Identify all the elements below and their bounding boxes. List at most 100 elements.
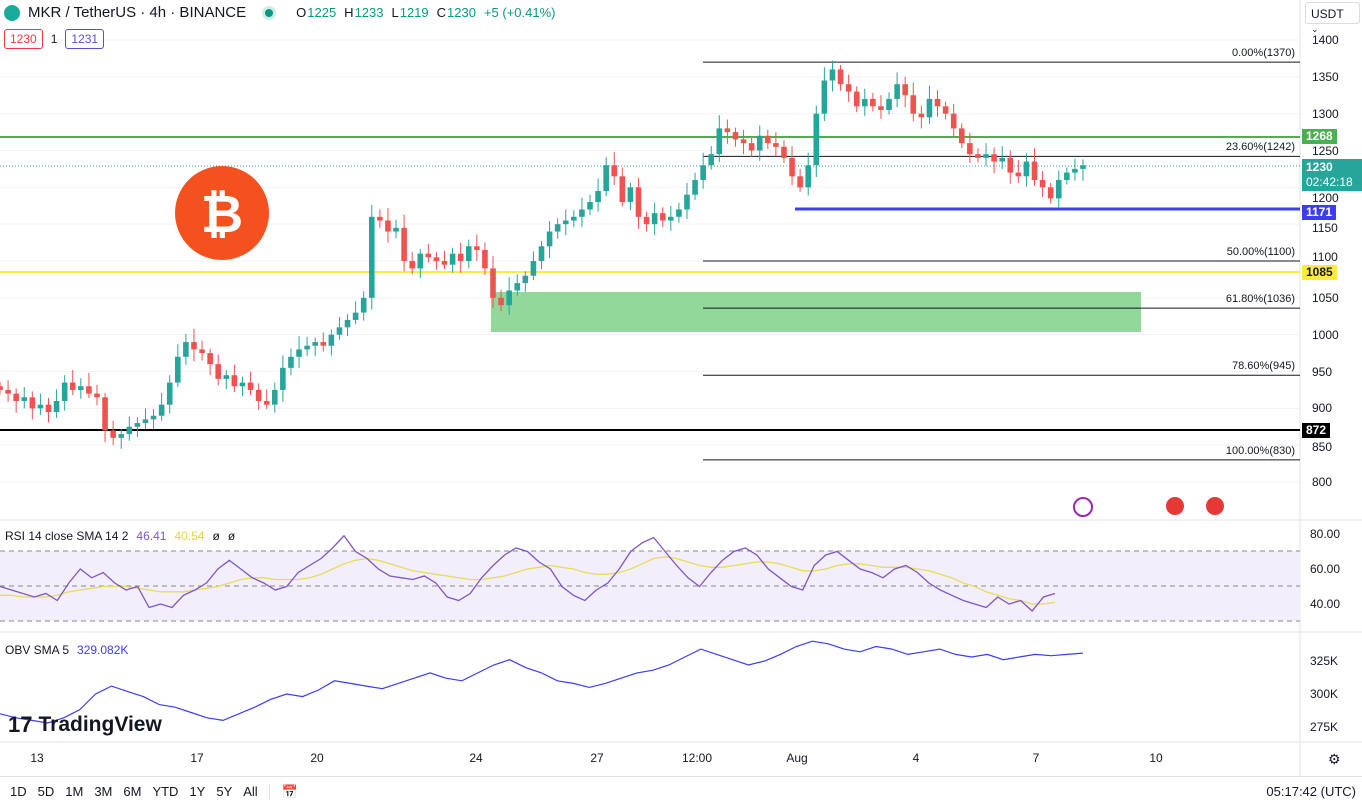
candle [942,106,949,114]
range-ytd[interactable]: YTD [152,784,179,799]
candle [821,80,828,114]
candle [934,98,941,107]
candle [13,393,19,401]
candle [207,353,213,365]
candle [37,404,44,409]
time-axis-label: 24 [469,751,483,765]
symbol-title[interactable]: MKR / TetherUS · 4h · BINANCE [28,4,247,21]
candle [926,98,933,118]
range-all[interactable]: All [243,784,258,799]
candle [983,154,989,158]
candle [1015,172,1022,177]
candle [441,261,448,265]
candle [86,386,92,394]
rsi-axis-40: 40.00 [1310,597,1341,611]
candle [304,345,310,350]
fib-label: 0.00%(1370) [1232,47,1295,60]
rsi-axis-80: 80.00 [1310,527,1341,541]
candle [29,397,36,409]
time-axis-label: 27 [590,751,604,765]
candle [506,290,512,306]
candle [352,312,359,320]
time-axis-label: 17 [190,751,204,765]
candle [94,393,100,398]
sell-button[interactable]: 1230 [4,29,43,49]
candle [853,91,860,107]
fib-label: 100.00%(830) [1225,444,1295,457]
candle [716,128,723,155]
candle [1031,161,1038,180]
candle [781,146,787,158]
candle [910,95,917,114]
range-5d[interactable]: 5D [37,784,55,799]
candle [918,113,925,118]
range-1m[interactable]: 1M [65,784,84,799]
obv-legend[interactable]: OBV SMA 5 329.082K [5,643,129,657]
candle [522,275,529,284]
range-1d[interactable]: 1D [10,784,27,799]
candle [45,404,52,413]
candle [328,334,335,346]
settings-gear-icon[interactable]: ⚙ [1328,751,1341,767]
candle [271,389,278,405]
candle [829,69,836,81]
goto-date-calendar-icon[interactable]: 📅 [268,784,298,800]
candle [991,154,997,162]
candle [1023,161,1030,177]
time-axis-label: Aug [786,751,808,765]
candle [603,165,609,192]
candle [732,132,739,140]
price-axis-label: 1200 [1312,191,1339,205]
candle [813,113,820,166]
candle [191,342,197,350]
price-axis-label: 800 [1312,475,1333,490]
candle [740,139,747,144]
time-axis-label: 12:00 [681,751,713,765]
current-price-tag: 1230 02:42:18 [1302,159,1362,191]
range-6m[interactable]: 6M [123,784,142,799]
rsi-legend[interactable]: RSI 14 close SMA 14 2 46.41 40.54 ø ø [5,529,236,543]
obv-axis-325k: 325K [1310,654,1339,668]
candle [651,213,658,225]
candle [546,231,553,247]
candle [1039,179,1046,188]
clock[interactable]: 05:17:42 (UTC) [1266,784,1356,799]
candle [1080,165,1086,169]
candle [886,98,892,110]
candle [870,98,876,107]
currency-select[interactable]: USDT ⌄ [1305,2,1360,34]
candle [255,389,262,401]
time-axis-label: 4 [912,751,920,765]
range-5y[interactable]: 5Y [216,784,233,799]
range-1y[interactable]: 1Y [189,784,206,799]
buy-button[interactable]: 1231 [65,29,105,49]
fib-label: 23.60%(1242) [1225,141,1295,154]
candle [320,342,327,346]
candle [183,342,189,357]
candle [1072,168,1078,173]
candle [724,128,731,133]
candle [150,415,157,420]
ohlc-values: O1225 H1233 L1219 C1230 +5 (+0.41%) [296,5,556,20]
time-axis-label: 13 [30,751,44,765]
range-3m[interactable]: 3M [94,784,113,799]
candle [530,261,537,276]
candle [449,253,456,265]
candle [61,382,68,401]
time-axis-label: 7 [1032,751,1040,765]
candle [773,143,779,147]
candle [684,194,690,210]
candle [53,400,60,413]
candle [288,356,294,368]
tradingview-watermark: 17 TradingView [8,712,162,737]
support-tag: 1171 [1302,205,1337,220]
candle [894,84,900,99]
candle [950,113,957,129]
candle [231,375,238,387]
candle [1055,179,1062,199]
bitcoin-logo-icon [175,166,269,260]
rsi-sma-line [0,556,1056,605]
price-axis-label: 1350 [1312,69,1339,84]
candle [296,349,302,357]
